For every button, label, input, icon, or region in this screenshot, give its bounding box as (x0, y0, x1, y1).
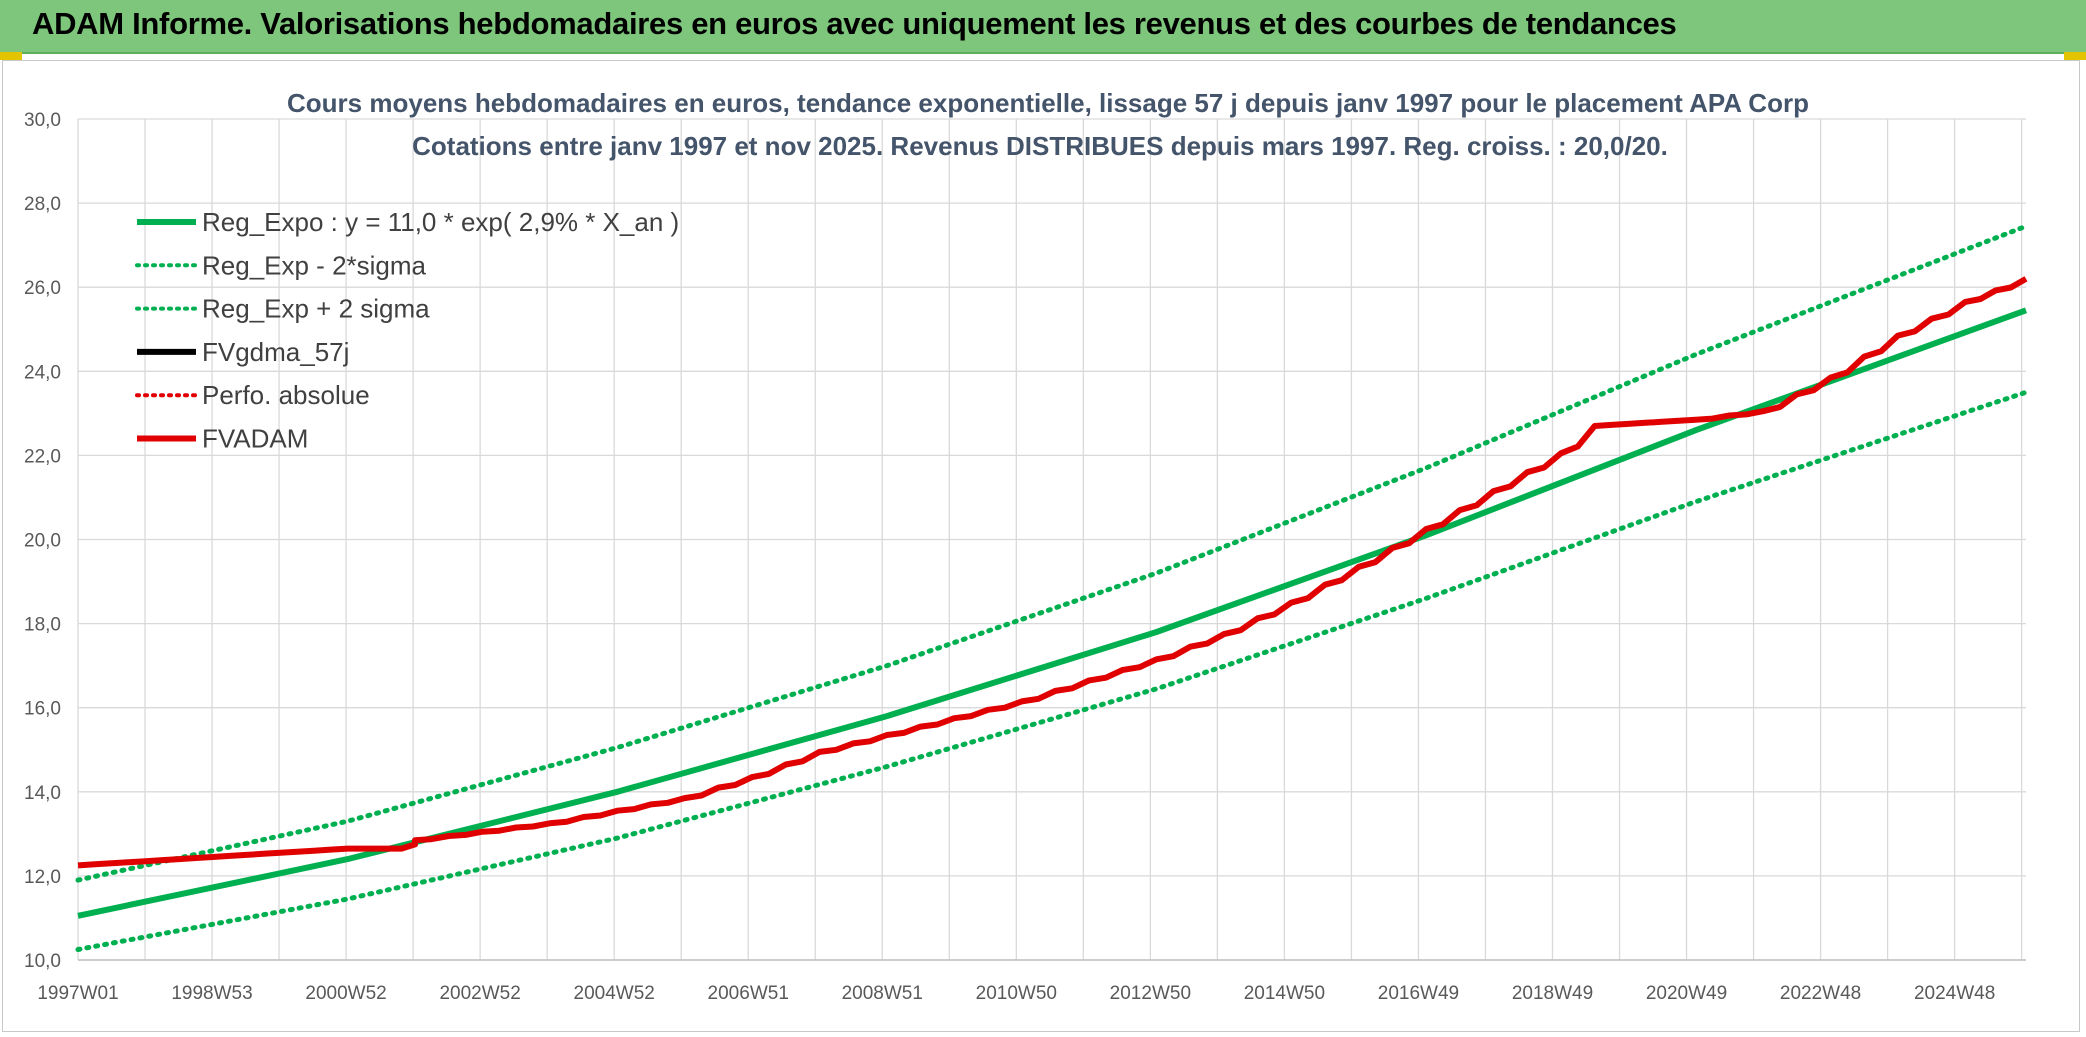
series-reg-expo (77, 307, 2028, 919)
corner-accent-right (2064, 52, 2086, 60)
report-title: ADAM Informe. Valorisations hebdomadaire… (32, 6, 1677, 41)
x-tick-label: 2002W52 (439, 983, 520, 1004)
y-tick-label: 16,0 (24, 699, 61, 720)
x-tick-label: 2022W48 (1780, 983, 1861, 1004)
chart-title: Cours moyens hebdomadaires en euros, ten… (287, 88, 1809, 118)
chart-subtitle: Cotations entre janv 1997 et nov 2025. R… (412, 131, 1668, 161)
y-tick-label: 24,0 (24, 362, 61, 383)
x-tick-label: 2000W52 (305, 983, 386, 1004)
legend-label: Reg_Exp - 2*sigma (202, 250, 427, 280)
x-tick-label: 2016W49 (1378, 983, 1459, 1004)
chart-legend: Reg_Expo : y = 11,0 * exp( 2,9% * X_an )… (135, 207, 679, 454)
y-tick-label: 26,0 (24, 278, 61, 299)
y-tick-label: 10,0 (24, 951, 61, 972)
legend-label: Reg_Exp + 2 sigma (202, 294, 430, 324)
series-reg-exp-minus-2sigma (75, 389, 2029, 952)
x-tick-label: 2010W50 (976, 983, 1057, 1004)
y-tick-label: 28,0 (24, 194, 61, 215)
x-tick-label: 1998W53 (171, 983, 252, 1004)
x-tick-label: 2008W51 (842, 983, 923, 1004)
legend-label: Reg_Expo : y = 11,0 * exp( 2,9% * X_an ) (202, 207, 679, 237)
y-tick-label: 14,0 (24, 783, 61, 804)
legend-label: FVADAM (202, 424, 308, 454)
x-tick-label: 2014W50 (1244, 983, 1325, 1004)
x-tick-label: 2012W50 (1110, 983, 1191, 1004)
x-tick-label: 2006W51 (708, 983, 789, 1004)
y-tick-label: 22,0 (24, 446, 61, 467)
chart-grid (77, 118, 2026, 961)
report-banner: ADAM Informe. Valorisations hebdomadaire… (0, 0, 2086, 54)
chart-axes: 10,0 12,0 14,0 16,0 18,0 20,0 22,0 24,0 26,0 28,0… (24, 110, 2026, 1004)
y-tick-label: 18,0 (24, 615, 61, 636)
legend-label: FVgdma_57j (202, 337, 349, 367)
x-tick-label: 1997W01 (37, 983, 118, 1004)
x-tick-label: 2024W48 (1914, 983, 1995, 1004)
legend-label: Perfo. absolue (202, 380, 370, 410)
chart-series (75, 223, 2029, 952)
y-tick-label: 12,0 (24, 867, 61, 888)
x-tick-label: 2004W52 (574, 983, 655, 1004)
y-tick-label: 20,0 (24, 531, 61, 552)
corner-accent-left (0, 52, 22, 60)
x-tick-label: 2020W49 (1646, 983, 1727, 1004)
series-fvadam (77, 276, 2028, 869)
series-reg-exp-plus-2sigma (75, 223, 2029, 883)
x-tick-label: 2018W49 (1512, 983, 1593, 1004)
y-tick-label: 30,0 (24, 110, 61, 131)
chart-frame (2, 60, 2080, 1032)
